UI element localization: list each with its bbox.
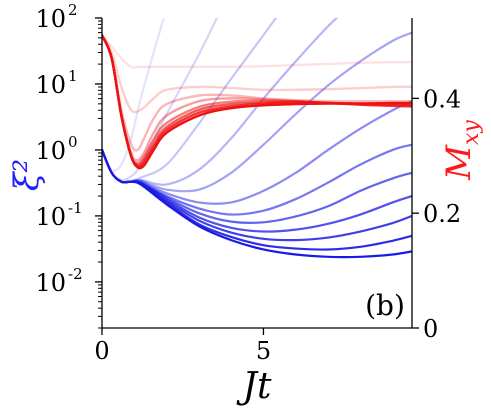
panel-label: (b) — [365, 289, 405, 322]
left-y-tick-exponent: 2 — [68, 1, 78, 19]
left-y-tick-exponent: 0 — [68, 133, 78, 151]
left-y-tick-exponent: -1 — [68, 199, 83, 217]
squeezing-series-line — [102, 148, 412, 259]
right-y-tick-label: 0 — [423, 315, 438, 343]
squeezing-series-line — [102, 148, 412, 242]
squeezing-series-group — [102, 18, 412, 259]
magnetization-series-line — [102, 34, 412, 152]
magnetization-series-line — [102, 34, 412, 170]
left-y-tick-exponent: 1 — [68, 67, 78, 85]
right-y-tick-label: 0.2 — [423, 200, 461, 228]
right-y-tick-label: 0.4 — [423, 85, 461, 113]
x-tick-label: 0 — [94, 337, 109, 365]
magnetization-series-line — [102, 34, 412, 69]
squeezing-series-line — [102, 31, 412, 193]
left-y-tick-exponent: -2 — [68, 265, 83, 283]
left-y-tick-label: 10 — [35, 137, 66, 165]
right-y-axis-label: Mxy — [439, 120, 484, 181]
squeezing-series-line — [102, 18, 165, 172]
left-y-axis-label: ξ² — [7, 159, 47, 191]
right-y-axis-ticks: 0 0.2 0.4 — [412, 85, 461, 343]
left-y-tick-label: 10 — [35, 269, 66, 297]
left-y-tick-label: 10 — [35, 203, 66, 231]
magnetization-series-group — [102, 34, 412, 170]
squeezing-series-line — [102, 18, 339, 186]
left-y-tick-label: 10 — [35, 71, 66, 99]
left-y-tick-label: 10 — [35, 5, 66, 33]
x-axis-label: Jt — [236, 366, 272, 407]
x-tick-label: 5 — [256, 337, 271, 365]
squeezing-series-line — [102, 148, 412, 251]
magnetization-series-line — [102, 34, 412, 114]
